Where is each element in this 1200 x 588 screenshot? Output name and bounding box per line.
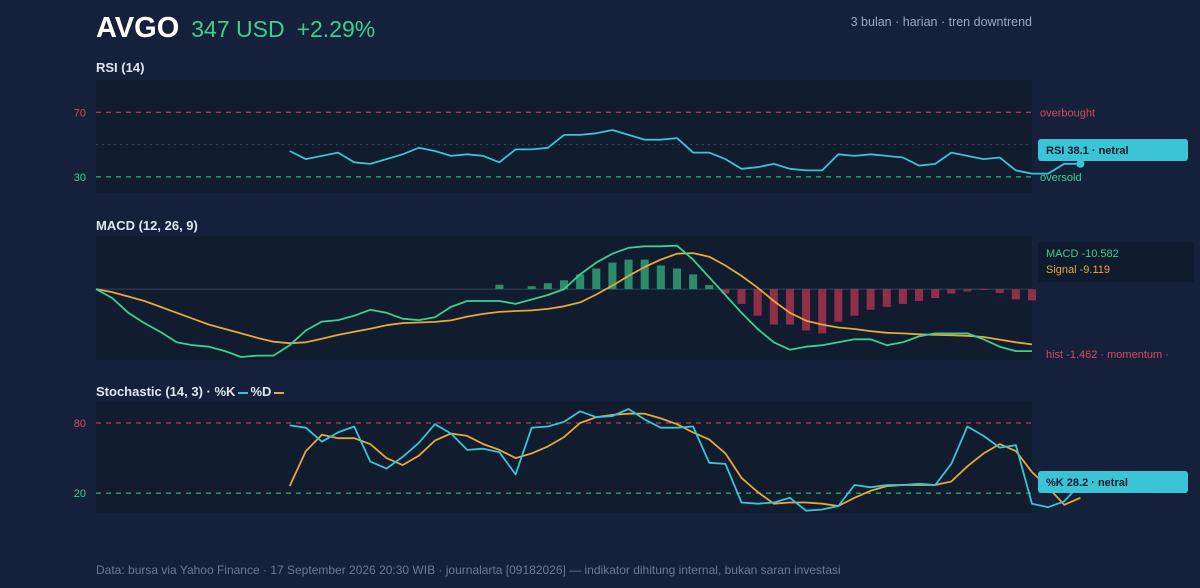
d-legend-text: %D bbox=[250, 384, 272, 399]
macd-line bbox=[95, 244, 1032, 358]
macd-hist-label: hist -1.462 · momentum · bbox=[1046, 349, 1169, 361]
macd-hist-bar bbox=[850, 289, 859, 316]
k-legend-swatch bbox=[238, 391, 249, 394]
rsi-tick-30: 30 bbox=[74, 172, 86, 184]
signal-line bbox=[95, 252, 1033, 346]
stoch-callout-text: %K 28.2 · netral bbox=[1046, 477, 1128, 489]
macd-hist-bar bbox=[592, 268, 601, 290]
macd-hist-bar bbox=[1027, 289, 1037, 301]
macd-hist-bar bbox=[915, 289, 924, 301]
rsi-tick-70: 70 bbox=[74, 107, 86, 119]
rsi-last-point bbox=[1076, 159, 1085, 168]
macd-hist-bar bbox=[963, 289, 972, 292]
macd-hist-bar bbox=[705, 285, 714, 290]
d-legend-swatch bbox=[274, 391, 285, 394]
macd-hist-bar bbox=[947, 289, 956, 294]
macd-hist-bar bbox=[543, 283, 552, 290]
macd-hist-bar bbox=[1011, 289, 1020, 300]
macd-panel-bg bbox=[96, 236, 1032, 360]
macd-hist-bar bbox=[656, 265, 665, 290]
macd-hist-bar bbox=[721, 289, 730, 294]
footer-source: Data: bursa via Yahoo Finance · 17 Septe… bbox=[96, 563, 841, 577]
period-meta: 3 bulan · harian · tren downtrend bbox=[850, 15, 1032, 29]
rsi-panel-bg bbox=[96, 80, 1032, 193]
macd-hist-bar bbox=[576, 274, 585, 290]
macd-hist-bar bbox=[608, 262, 617, 290]
macd-hist-bar bbox=[785, 289, 794, 325]
stoch-tick-20: 20 bbox=[74, 488, 86, 500]
macd-hist-bar bbox=[753, 289, 762, 316]
ticker-symbol: AVGO bbox=[96, 12, 180, 44]
macd-hist-bar bbox=[769, 289, 778, 325]
rsi-line bbox=[289, 129, 1081, 175]
macd-hist-bar bbox=[995, 289, 1004, 293]
rsi-callout-text: RSI 38.1 · netral bbox=[1046, 145, 1129, 157]
stoch-title-text: Stochastic (14, 3) · %K bbox=[96, 384, 236, 399]
macd-hist-bar bbox=[818, 289, 827, 334]
macd-hist-bar bbox=[931, 289, 940, 298]
rsi-ref-label-overbought: overbought bbox=[1040, 107, 1095, 119]
macd-hist-bar bbox=[672, 268, 681, 290]
macd-title: MACD (12, 26, 9) bbox=[96, 218, 198, 233]
stoch-panel-bg bbox=[96, 402, 1032, 513]
macd-hist-bar bbox=[866, 289, 875, 310]
macd-hist-bar bbox=[882, 289, 891, 307]
macd-legend-macd: MACD -10.582 bbox=[1046, 248, 1119, 260]
rsi-callout-bg bbox=[1038, 139, 1188, 161]
rsi-title: RSI (14) bbox=[96, 60, 145, 75]
macd-hist-bar bbox=[559, 280, 569, 290]
stoch-k-line bbox=[289, 408, 1082, 512]
macd-hist-bar bbox=[898, 289, 907, 304]
stoch-callout-bg bbox=[1038, 471, 1188, 493]
stoch-callout: %K 28.2 · netral bbox=[1038, 471, 1188, 493]
price-change: +2.29% bbox=[296, 16, 376, 42]
macd-hist-bar bbox=[834, 289, 843, 322]
stoch-tick-80: 80 bbox=[74, 418, 86, 430]
macd-hist-bar bbox=[979, 289, 988, 291]
rsi-ref-label-oversold: oversold bbox=[1040, 172, 1082, 184]
macd-hist-bar bbox=[689, 274, 698, 290]
macd-hist-bar bbox=[624, 259, 633, 290]
macd-legend-bg bbox=[1038, 242, 1194, 282]
price-value: 347 USD bbox=[191, 16, 285, 42]
macd-hist-bar bbox=[737, 289, 746, 304]
macd-legend-signal: Signal -9.119 bbox=[1046, 264, 1110, 276]
macd-hist-bar bbox=[495, 284, 504, 290]
macd-hist-bar bbox=[802, 289, 811, 331]
stoch-title: Stochastic (14, 3) · %K %D bbox=[96, 384, 286, 399]
macd-hist-bar bbox=[640, 259, 649, 290]
rsi-callout: RSI 38.1 · netral bbox=[1038, 139, 1188, 161]
macd-hist-bar bbox=[527, 286, 536, 290]
stoch-d-line bbox=[288, 412, 1081, 507]
